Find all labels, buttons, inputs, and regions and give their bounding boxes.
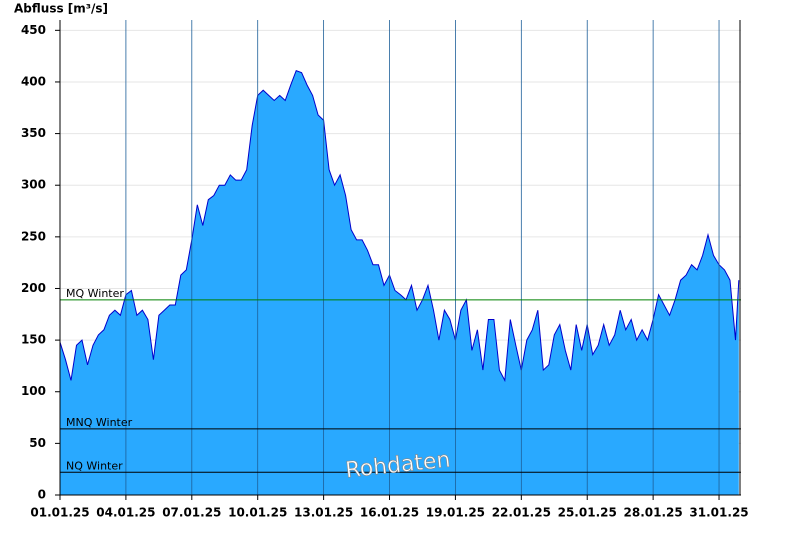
y-tick-label: 300	[21, 178, 46, 192]
y-tick-label: 50	[29, 436, 46, 450]
x-tick-label: 07.01.25	[162, 506, 221, 520]
x-tick-label: 04.01.25	[96, 506, 155, 520]
x-tick-label: 25.01.25	[558, 506, 617, 520]
area	[60, 70, 739, 495]
y-tick-label: 450	[21, 23, 46, 37]
x-tick-label: 31.01.25	[689, 506, 748, 520]
x-tick-label: 10.01.25	[228, 506, 287, 520]
x-tick-label: 13.01.25	[294, 506, 353, 520]
y-tick-label: 100	[21, 384, 46, 398]
x-tick-label: 01.01.25	[30, 506, 89, 520]
y-tick-label: 250	[21, 229, 46, 243]
y-tick-label: 150	[21, 333, 46, 347]
y-tick-label: 400	[21, 74, 46, 88]
reference-label: MQ Winter	[66, 287, 124, 300]
x-tick-label: 16.01.25	[360, 506, 419, 520]
reference-label: MNQ Winter	[66, 416, 133, 429]
y-axis-label: Abfluss [m³/s]	[14, 2, 108, 16]
x-tick-label: 22.01.25	[492, 506, 551, 520]
reference-label: NQ Winter	[66, 459, 123, 472]
y-tick-label: 200	[21, 281, 46, 295]
y-tick-label: 0	[38, 488, 46, 502]
x-tick-label: 28.01.25	[624, 506, 683, 520]
y-tick-label: 350	[21, 126, 46, 140]
line	[59, 69, 740, 383]
x-tick-label: 19.01.25	[426, 506, 485, 520]
